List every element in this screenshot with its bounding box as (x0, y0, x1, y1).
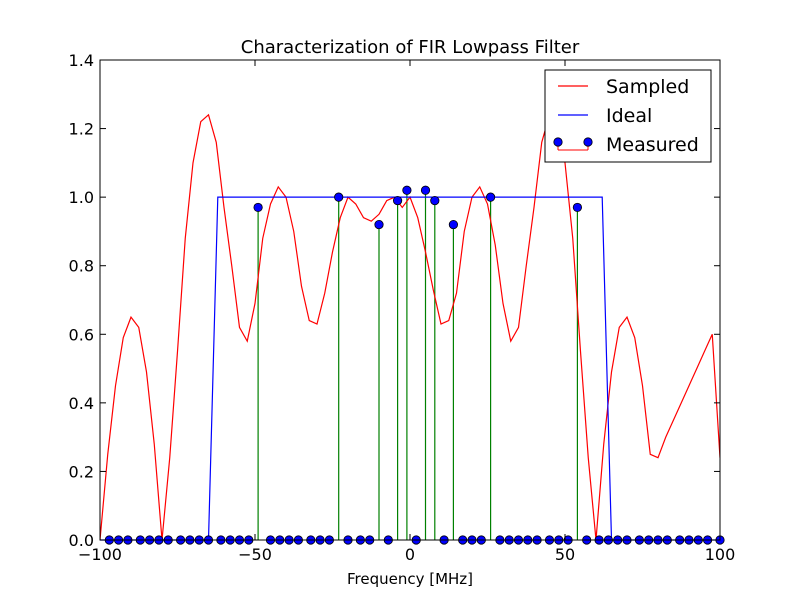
x-axis-label: Frequency [MHz] (347, 570, 473, 588)
measured-point (402, 185, 412, 195)
measured-point (430, 195, 440, 206)
legend-sampled-label: Sampled (606, 76, 689, 98)
legend-measured-label: Measured (606, 134, 699, 156)
y-tick-label: 0.8 (69, 257, 94, 276)
sampled-line (100, 113, 720, 541)
measured-point (420, 185, 431, 195)
y-tick-label: 1.0 (69, 188, 94, 207)
y-tick-label: 0.2 (69, 462, 94, 481)
legend-measured-marker-left (553, 137, 563, 147)
measured-point (334, 192, 344, 202)
y-tick-label: 1.4 (69, 51, 94, 70)
measured-point (253, 202, 263, 213)
legend-ideal-label: Ideal (606, 105, 652, 127)
y-tick-label: 1.2 (69, 120, 94, 139)
y-tick-label: 0.4 (69, 394, 94, 413)
measured-point (448, 219, 458, 230)
measured-point (392, 195, 403, 206)
y-tick-label: 0.6 (69, 325, 94, 344)
measured-point (572, 202, 583, 213)
y-tick-label: 0.0 (69, 531, 94, 550)
plot-area (100, 113, 725, 545)
chart-title: Characterization of FIR Lowpass Filter (241, 37, 580, 58)
legend: Sampled Ideal Measured (544, 69, 712, 163)
legend-measured-marker-right (583, 137, 593, 147)
x-tick-label: 100 (705, 545, 736, 564)
x-tick-label: 50 (555, 545, 575, 564)
x-tick-label: 0 (405, 545, 415, 564)
legend-box (544, 69, 712, 163)
ideal-line (100, 196, 720, 541)
axis-ticks: −100 −50 0 50 100 0.0 0.2 0.4 0.6 0.8 1.0 1.2 1.4 (69, 51, 736, 564)
x-tick-label: −50 (238, 545, 272, 564)
x-tick-label: −100 (78, 545, 122, 564)
measured-point (374, 219, 384, 230)
measured-point (485, 192, 496, 202)
